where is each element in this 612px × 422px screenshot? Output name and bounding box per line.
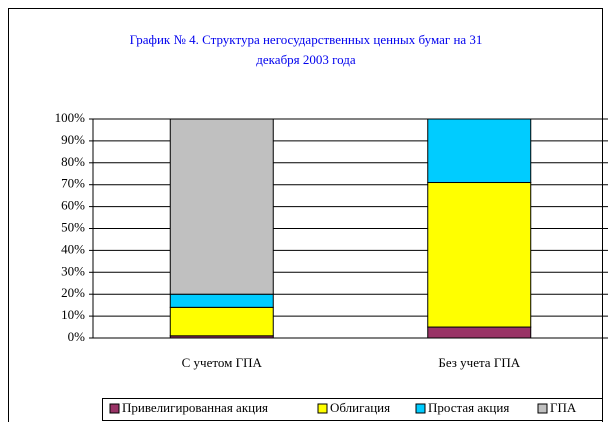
legend-swatch	[317, 403, 328, 414]
y-tick-label: 20%	[61, 285, 85, 300]
x-tick-label: Без учета ГПА	[438, 355, 520, 370]
y-tick-label: 90%	[61, 132, 85, 147]
bar-segment	[169, 118, 274, 295]
y-tick-label: 0%	[68, 329, 86, 344]
y-tick-label: 100%	[55, 110, 86, 125]
chart-title: декабря 2003 года	[256, 52, 356, 67]
legend	[102, 398, 603, 421]
legend-swatch	[415, 403, 426, 414]
x-tick-label: С учетом ГПА	[182, 355, 263, 370]
y-tick-label: 40%	[61, 241, 85, 256]
bar-segment	[169, 293, 274, 308]
y-tick-label: 60%	[61, 198, 85, 213]
chart-title: График № 4. Структура негосударственных …	[130, 32, 483, 47]
legend-swatch	[109, 403, 120, 414]
y-tick-label: 80%	[61, 154, 85, 169]
bar-segment	[427, 326, 532, 339]
bar-segment	[169, 306, 274, 337]
legend-label: Простая акция	[428, 400, 509, 415]
y-tick-label: 30%	[61, 263, 85, 278]
legend-label: ГПА	[550, 400, 577, 415]
legend-swatch	[537, 403, 548, 414]
bar-segment	[427, 118, 532, 184]
y-tick-label: 10%	[61, 307, 85, 322]
bar-segment	[427, 182, 532, 328]
y-tick-label: 50%	[61, 219, 85, 234]
legend-label: Привелигированная акция	[122, 400, 268, 415]
legend-label: Облигация	[330, 400, 390, 415]
y-tick-label: 70%	[61, 176, 85, 191]
